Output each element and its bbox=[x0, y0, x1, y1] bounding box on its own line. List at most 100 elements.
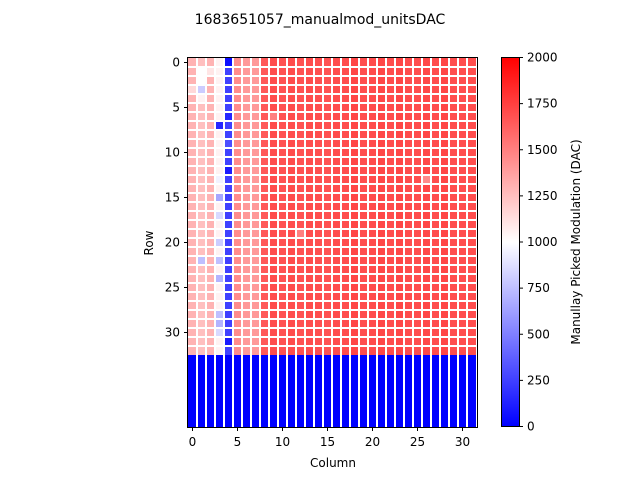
colorbar-tick-label: 0 bbox=[527, 420, 535, 434]
heatmap-cell bbox=[431, 256, 440, 265]
heatmap-cell bbox=[440, 94, 449, 103]
heatmap-cell bbox=[359, 130, 368, 139]
heatmap-cell bbox=[251, 409, 260, 418]
heatmap-cell bbox=[269, 139, 278, 148]
heatmap-cell bbox=[386, 166, 395, 175]
heatmap-cell bbox=[386, 85, 395, 94]
heatmap-cell bbox=[413, 400, 422, 409]
heatmap-cell bbox=[296, 220, 305, 229]
heatmap-cell bbox=[350, 220, 359, 229]
heatmap-cell bbox=[368, 94, 377, 103]
heatmap-cell bbox=[449, 112, 458, 121]
heatmap-cell bbox=[251, 274, 260, 283]
heatmap-cell bbox=[368, 274, 377, 283]
heatmap-cell bbox=[404, 301, 413, 310]
heatmap-cell bbox=[260, 238, 269, 247]
heatmap-cell bbox=[413, 355, 422, 364]
heatmap-cell bbox=[260, 247, 269, 256]
heatmap-cell bbox=[278, 364, 287, 373]
heatmap-cell bbox=[368, 211, 377, 220]
heatmap-cell bbox=[215, 301, 224, 310]
heatmap-cell bbox=[296, 346, 305, 355]
heatmap-cell bbox=[404, 346, 413, 355]
heatmap-cell bbox=[314, 220, 323, 229]
heatmap-cell bbox=[323, 94, 332, 103]
heatmap-cell bbox=[323, 292, 332, 301]
heatmap-cell bbox=[413, 247, 422, 256]
heatmap-cell bbox=[206, 112, 215, 121]
heatmap-cell bbox=[377, 328, 386, 337]
heatmap-cell bbox=[242, 301, 251, 310]
heatmap-cell bbox=[323, 148, 332, 157]
heatmap-cell bbox=[368, 355, 377, 364]
heatmap-cell bbox=[359, 121, 368, 130]
heatmap-cell bbox=[233, 346, 242, 355]
heatmap-cell bbox=[431, 220, 440, 229]
heatmap-cell bbox=[233, 301, 242, 310]
heatmap-cell bbox=[278, 193, 287, 202]
heatmap-cell bbox=[458, 202, 467, 211]
heatmap-cell bbox=[296, 238, 305, 247]
heatmap-cell bbox=[242, 229, 251, 238]
heatmap-cell bbox=[440, 193, 449, 202]
heatmap-cell bbox=[368, 247, 377, 256]
heatmap-cell bbox=[215, 256, 224, 265]
heatmap-cell bbox=[404, 130, 413, 139]
heatmap-cell bbox=[440, 139, 449, 148]
heatmap-cell bbox=[215, 265, 224, 274]
heatmap-cell bbox=[458, 274, 467, 283]
heatmap-cell bbox=[188, 409, 197, 418]
heatmap-cell bbox=[413, 94, 422, 103]
heatmap-cell bbox=[341, 418, 350, 427]
heatmap-cell bbox=[233, 211, 242, 220]
heatmap-cell bbox=[314, 94, 323, 103]
heatmap-cell bbox=[440, 238, 449, 247]
heatmap-cell bbox=[287, 202, 296, 211]
heatmap-cell bbox=[458, 112, 467, 121]
heatmap-cell bbox=[305, 166, 314, 175]
heatmap-cell bbox=[449, 238, 458, 247]
heatmap-cell bbox=[188, 256, 197, 265]
heatmap-cell bbox=[368, 319, 377, 328]
heatmap-cell bbox=[314, 157, 323, 166]
heatmap-cell bbox=[440, 265, 449, 274]
heatmap-cell bbox=[467, 319, 476, 328]
heatmap-cell bbox=[278, 247, 287, 256]
heatmap-cell bbox=[404, 148, 413, 157]
heatmap-cell bbox=[395, 67, 404, 76]
heatmap-cell bbox=[422, 112, 431, 121]
heatmap-cell bbox=[260, 58, 269, 67]
heatmap-cell bbox=[422, 265, 431, 274]
heatmap-cell bbox=[296, 157, 305, 166]
heatmap-cell bbox=[458, 184, 467, 193]
heatmap-cell bbox=[242, 319, 251, 328]
heatmap-cell bbox=[431, 355, 440, 364]
heatmap-cell bbox=[395, 103, 404, 112]
heatmap-cell bbox=[197, 418, 206, 427]
heatmap-cell bbox=[305, 337, 314, 346]
heatmap-cell bbox=[359, 373, 368, 382]
heatmap-cell bbox=[287, 409, 296, 418]
heatmap-cell bbox=[278, 328, 287, 337]
heatmap-cell bbox=[449, 346, 458, 355]
heatmap-cell bbox=[188, 229, 197, 238]
heatmap-cell bbox=[296, 283, 305, 292]
heatmap-cell bbox=[215, 211, 224, 220]
heatmap-cell bbox=[296, 229, 305, 238]
heatmap-cell bbox=[386, 139, 395, 148]
heatmap-cell bbox=[260, 202, 269, 211]
heatmap-cell bbox=[404, 94, 413, 103]
heatmap-cell bbox=[197, 130, 206, 139]
heatmap-cell bbox=[458, 265, 467, 274]
heatmap-cell bbox=[278, 58, 287, 67]
heatmap-cell bbox=[440, 58, 449, 67]
heatmap-cell bbox=[341, 319, 350, 328]
heatmap-cell bbox=[251, 94, 260, 103]
y-tick-label: 30 bbox=[165, 326, 180, 340]
heatmap-cell bbox=[440, 355, 449, 364]
heatmap-cell bbox=[449, 166, 458, 175]
heatmap-cell bbox=[215, 319, 224, 328]
heatmap-cell bbox=[206, 157, 215, 166]
heatmap-cell bbox=[332, 175, 341, 184]
heatmap-cell bbox=[458, 85, 467, 94]
